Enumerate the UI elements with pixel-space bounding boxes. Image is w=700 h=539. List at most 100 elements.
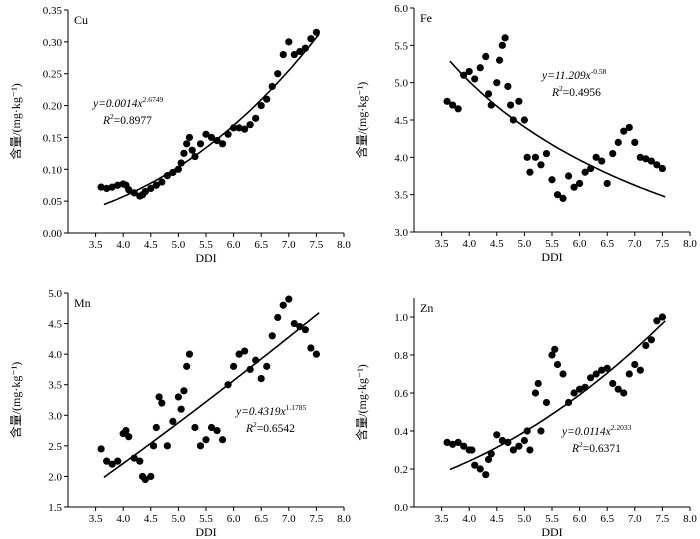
y-tick-label: 5.0 (394, 78, 408, 90)
x-tick-label: 6.5 (600, 513, 614, 525)
data-point (263, 95, 271, 103)
data-point (207, 133, 216, 142)
y-tick-label: 0.4 (394, 426, 408, 438)
y-tick-label: 1.0 (394, 312, 408, 324)
panel-element-label: Fe (420, 11, 432, 25)
data-point (285, 38, 293, 46)
data-point (576, 179, 584, 188)
data-point (501, 34, 509, 42)
y-axis-label: 含量/(mg·kg⁻¹) (8, 362, 23, 439)
r-squared: R2=0.8977 (102, 112, 152, 127)
fit-curve (103, 33, 320, 206)
data-point (526, 168, 534, 176)
data-point (108, 460, 116, 468)
data-point (268, 332, 276, 340)
data-point (570, 389, 578, 397)
x-tick-label: 5.5 (545, 238, 559, 250)
data-point (587, 374, 595, 382)
data-point (614, 385, 622, 393)
data-point (155, 393, 163, 401)
fit-equation: y=0.4319x1.1785 (235, 403, 306, 418)
y-tick-label: 0.00 (43, 228, 63, 240)
data-point (498, 436, 506, 445)
data-point (482, 471, 490, 479)
x-tick-label: 4.0 (116, 513, 130, 525)
data-point (614, 138, 622, 146)
data-point (196, 442, 205, 450)
data-point (520, 116, 529, 124)
x-tick-label: 4.5 (144, 513, 158, 525)
data-point (235, 124, 243, 132)
r-squared-value: =0.6542 (257, 423, 295, 435)
y-tick-label: 0.10 (43, 164, 63, 176)
data-point (158, 399, 166, 407)
x-tick-label: 8.0 (337, 513, 351, 525)
x-tick-label: 7.0 (628, 238, 642, 250)
data-point (515, 97, 523, 105)
data-point (598, 157, 606, 165)
data-point (296, 47, 304, 56)
data-point (592, 370, 600, 378)
y-tick-label: 0.05 (43, 196, 63, 208)
data-point (268, 82, 276, 91)
chart-panel-fe: 3.5 4.0 4.5 5.0 5.5 6.0 6.5 7.0 7.5 8.0 3.0 3.5 4.0 4… (354, 3, 697, 264)
r-squared-superscript: 2 (579, 440, 583, 449)
data-point (620, 389, 628, 397)
data-point (246, 121, 254, 129)
data-point (122, 426, 130, 435)
r-squared-value: =0.8977 (114, 115, 152, 127)
data-point (454, 105, 462, 113)
data-point (625, 370, 633, 378)
r-squared-label: R (102, 115, 110, 127)
data-point (609, 379, 617, 388)
y-tick-label: 0.0 (394, 502, 408, 514)
x-tick-label: 7.5 (310, 239, 324, 251)
r-squared-label: R (571, 443, 579, 455)
data-point (625, 123, 633, 132)
x-tick-label: 3.5 (435, 238, 449, 250)
data-point (218, 436, 227, 444)
fit-curve (103, 312, 320, 478)
data-point (443, 97, 451, 105)
data-point (642, 155, 650, 163)
data-point (476, 64, 484, 72)
data-point (592, 153, 600, 161)
data-point (163, 442, 171, 450)
data-point (598, 366, 606, 374)
chart-panel-mn: 3.5 4.0 4.5 5.0 5.5 6.0 6.5 7.0 7.5 8.0 1.5 2.0 2.5 3… (8, 288, 351, 539)
fit-equation: y=0.0114x2.2033 (561, 423, 632, 438)
y-tick-label: 2.5 (48, 441, 62, 453)
fit-equation-exponent: -0.58 (591, 67, 607, 76)
data-point (230, 362, 238, 370)
data-point (509, 446, 517, 454)
data-point (241, 347, 249, 355)
chart-panel-zn: 3.5 4.0 4.5 5.0 5.5 6.0 6.5 7.0 7.5 8.0 0.0 0.2 0.4 0… (354, 298, 697, 539)
data-point (147, 184, 155, 192)
x-tick-label: 6.5 (600, 238, 614, 250)
data-point (460, 442, 468, 450)
data-point (653, 317, 661, 325)
x-tick-label: 8.0 (683, 238, 697, 250)
x-axis-label: DDI (195, 525, 216, 539)
data-point (559, 370, 567, 378)
data-point (141, 475, 149, 484)
fit-equation-base: y=0.0014x (92, 98, 143, 110)
y-tick-label: 1.5 (48, 502, 62, 514)
x-tick-label: 4.0 (462, 513, 476, 525)
x-tick-label: 4.5 (490, 513, 504, 525)
x-tick-label: 3.5 (89, 239, 103, 251)
data-point (559, 194, 567, 202)
y-tick-label: 0.25 (43, 69, 63, 81)
x-tick-label: 5.0 (518, 238, 532, 250)
data-point (581, 168, 589, 176)
r-squared-value: =0.6371 (583, 443, 621, 455)
data-point (202, 436, 210, 444)
x-tick-label: 6.0 (573, 238, 587, 250)
fit-equation-base: y=11.209x (541, 70, 592, 82)
data-point (185, 350, 194, 358)
x-tick-label: 7.5 (656, 238, 670, 250)
data-point (263, 362, 271, 370)
data-point (449, 101, 457, 109)
x-tick-label: 5.0 (172, 513, 186, 525)
x-tick-label: 4.5 (490, 238, 504, 250)
